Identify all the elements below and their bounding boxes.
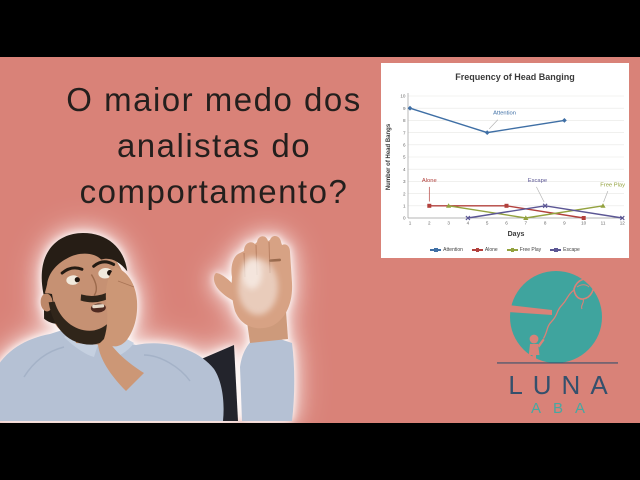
shirt-fold — [143, 354, 191, 382]
x-tick-label: 3 — [447, 221, 450, 226]
x-tick-label: 7 — [525, 221, 528, 226]
y-axis-label: Number of Head Bangs — [386, 123, 392, 190]
letterbox-top — [0, 0, 640, 57]
marker — [523, 215, 529, 220]
marker — [619, 215, 625, 221]
y-tick-label: 4 — [403, 167, 406, 172]
legend-swatch — [550, 247, 562, 253]
eyebrow-right — [92, 260, 116, 268]
y-tick-label: 8 — [403, 118, 406, 123]
child-silhouette-icon — [528, 334, 545, 363]
y-tick-label: 0 — [403, 216, 406, 221]
logo-circle — [510, 271, 602, 363]
y-tick-label: 7 — [403, 130, 406, 135]
annotation-alone: Alone — [422, 178, 437, 184]
y-tick-label: 1 — [403, 204, 406, 209]
legend-item-free-play: Free Play — [506, 247, 542, 253]
annotation-line — [488, 119, 499, 130]
annotation-line — [536, 186, 545, 203]
luna-aba-logo: LUNA ABA — [494, 267, 622, 418]
eyebrow-left — [60, 266, 84, 275]
finger-crease — [117, 280, 135, 288]
thumbnail-stage: O maior medo dos analistas do comportame… — [0, 57, 640, 423]
legend-item-alone: Alone — [471, 247, 498, 253]
headline-line-1: O maior medo dos — [66, 81, 362, 118]
marker — [581, 216, 586, 220]
wrist — [98, 337, 144, 391]
logo-notch — [508, 305, 552, 315]
headline: O maior medo dos analistas do comportame… — [38, 77, 390, 215]
legend-swatch — [430, 247, 442, 253]
annotation-escape: Escape — [528, 178, 547, 184]
marker — [562, 118, 567, 123]
x-tick-label: 9 — [563, 221, 566, 226]
marker — [465, 215, 471, 221]
x-tick-label: 1 — [409, 221, 412, 226]
legend-swatch — [471, 247, 483, 253]
shirt-fold — [23, 346, 65, 378]
annotation-attention: Attention — [493, 110, 516, 116]
x-tick-label: 4 — [467, 221, 470, 226]
headline-line-3: comportamento? — [79, 173, 349, 210]
ring — [269, 258, 282, 262]
teeth — [92, 304, 105, 309]
chart-panel: 0 1 2 3 4 5 6 7 8 9 10 1 2 3 4 5 6 7 8 9 10 11 12 Frequency of … — [381, 63, 629, 258]
marker — [427, 203, 432, 208]
logo-ground-line — [497, 362, 618, 364]
legend-label: Free Play — [519, 247, 542, 253]
x-axis-label: Days — [508, 231, 525, 238]
legend-swatch — [506, 247, 518, 253]
legend-label: Attention — [443, 247, 463, 253]
kite-string — [542, 289, 575, 339]
palm-highlight — [242, 257, 262, 289]
kite-icon — [573, 278, 595, 310]
y-tick-label: 9 — [403, 106, 406, 111]
x-tick-label: 11 — [601, 221, 606, 226]
y-tick-label: 6 — [403, 143, 406, 148]
legend-label: Escape — [563, 247, 580, 253]
legend-label: Alone — [484, 247, 498, 253]
x-tick-label: 12 — [620, 221, 626, 226]
sleeve — [240, 333, 295, 421]
y-tick-label: 10 — [400, 94, 406, 99]
hair — [41, 233, 128, 297]
nose — [90, 274, 98, 296]
annotation-free-play: Free Play — [600, 182, 625, 188]
logo-name: LUNA — [508, 370, 618, 400]
x-tick-label: 8 — [544, 221, 547, 226]
presenter-photo — [0, 233, 295, 421]
marker — [600, 203, 606, 208]
headline-line-2: analistas do — [116, 127, 312, 164]
letterbox-bottom — [0, 423, 640, 480]
logo-mark — [497, 271, 618, 364]
hand-on-cheek — [104, 267, 138, 347]
logo-sub: ABA — [530, 400, 597, 417]
marker — [504, 203, 509, 208]
y-tick-label: 3 — [403, 179, 406, 184]
legend-item-escape: Escape — [550, 247, 580, 253]
x-tick-label: 2 — [428, 221, 431, 226]
marker — [446, 203, 452, 208]
annotation-line — [603, 191, 609, 203]
legend-item-attention: Attention — [430, 247, 463, 253]
x-tick-label: 5 — [486, 221, 489, 226]
chart-legend: Attention Alone Free Play Escape — [381, 247, 629, 253]
x-tick-label: 10 — [581, 221, 587, 226]
marker — [542, 203, 548, 209]
y-tick-label: 5 — [403, 155, 406, 160]
marker — [484, 130, 490, 135]
chart-title: Frequency of Head Banging — [455, 72, 575, 82]
thumb — [213, 273, 234, 301]
x-tick-label: 6 — [505, 221, 508, 226]
y-tick-label: 2 — [403, 191, 406, 196]
pupil-left — [74, 277, 80, 283]
